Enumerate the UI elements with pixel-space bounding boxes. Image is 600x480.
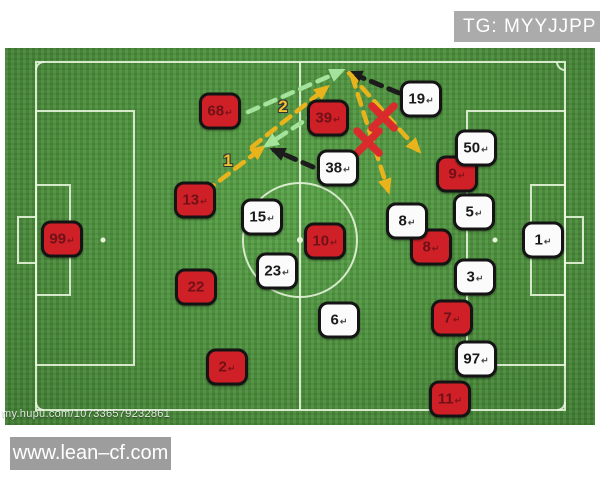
tactic-arrow-yellow xyxy=(202,144,266,195)
player-marker-white-97[interactable]: 97 ↵ xyxy=(455,340,497,378)
player-marker-red-2[interactable]: 2 ↵ xyxy=(206,348,248,386)
return-mark: ↵ xyxy=(407,217,416,228)
player-number: 99 xyxy=(49,230,67,248)
tactic-arrow-yellow xyxy=(249,84,330,150)
player-number: 6 xyxy=(330,311,339,329)
player-number: 10 xyxy=(312,232,330,250)
player-marker-red-8[interactable]: 8 ↵ xyxy=(410,228,452,266)
player-marker-white-19[interactable]: 19 ↵ xyxy=(400,80,442,118)
return-mark: ↵ xyxy=(452,314,461,325)
player-marker-white-38[interactable]: 38 ↵ xyxy=(317,149,359,187)
return-mark: ↵ xyxy=(481,355,489,366)
return-mark: ↵ xyxy=(457,170,466,181)
player-number: 8 xyxy=(422,238,431,256)
x-mark-icon xyxy=(353,127,383,157)
return-mark: ↵ xyxy=(333,114,341,125)
tactic-arrow-yellow xyxy=(346,70,422,154)
player-marker-white-8[interactable]: 8 ↵ xyxy=(386,202,428,240)
player-marker-white-3[interactable]: 3 ↵ xyxy=(454,258,496,296)
player-marker-white-23[interactable]: 23 ↵ xyxy=(256,252,298,290)
player-number: 15 xyxy=(249,208,267,226)
player-number: 38 xyxy=(325,159,343,177)
return-mark: ↵ xyxy=(227,363,236,374)
sequence-label-1: 1 xyxy=(223,151,233,170)
sequence-label-2: 2 xyxy=(278,97,288,116)
player-marker-red-13[interactable]: 13 ↵ xyxy=(174,181,216,219)
tactic-arrow-black xyxy=(346,70,402,96)
player-marker-red-7[interactable]: 7 ↵ xyxy=(431,299,473,337)
player-number: 8 xyxy=(398,212,407,230)
tactic-arrow-green xyxy=(245,68,346,115)
site-url-box: www.lean–cf.com xyxy=(10,437,171,470)
return-mark: ↵ xyxy=(200,196,208,207)
return-mark: ↵ xyxy=(282,267,290,278)
return-mark: ↵ xyxy=(426,95,434,106)
player-number: 22 xyxy=(187,278,205,296)
player-marker-red-99[interactable]: 99 ↵ xyxy=(41,220,83,258)
player-number: 2 xyxy=(218,358,227,376)
return-mark: ↵ xyxy=(339,316,348,327)
x-mark-icon xyxy=(368,102,398,132)
telegram-tag-box: TG: MYYJJPP xyxy=(454,11,600,42)
player-number: 13 xyxy=(182,191,200,209)
pitch-markings xyxy=(17,61,584,411)
tactic-arrow-yellow xyxy=(349,73,392,195)
player-number: 39 xyxy=(315,109,333,127)
tactic-arrow-black xyxy=(269,147,316,170)
return-mark: ↵ xyxy=(343,164,351,175)
player-marker-white-1[interactable]: 1 ↵ xyxy=(522,221,564,259)
player-marker-white-6[interactable]: 6 ↵ xyxy=(318,301,360,339)
player-marker-red-68[interactable]: 68 ↵ xyxy=(199,92,241,130)
telegram-tag-label: TG: MYYJJPP xyxy=(463,16,597,37)
return-mark: ↵ xyxy=(330,237,338,248)
player-number: 50 xyxy=(463,139,481,157)
player-marker-white-15[interactable]: 15 ↵ xyxy=(241,198,283,236)
return-mark: ↵ xyxy=(225,107,233,118)
player-number: 23 xyxy=(264,262,282,280)
player-number: 7 xyxy=(443,309,452,327)
return-mark: ↵ xyxy=(267,213,275,224)
player-number: 97 xyxy=(463,350,481,368)
return-mark: ↵ xyxy=(474,208,483,219)
player-marker-red-11[interactable]: 11 ↵ xyxy=(429,380,471,418)
player-number: 11 xyxy=(437,390,454,408)
player-number: 5 xyxy=(465,203,474,221)
photo-watermark: my.hupu.com/107336579232861 xyxy=(2,408,171,420)
return-mark: ↵ xyxy=(475,273,484,284)
player-number: 68 xyxy=(207,102,225,120)
return-mark: ↵ xyxy=(543,236,552,247)
player-number: 19 xyxy=(408,90,426,108)
player-marker-red-39[interactable]: 39 ↵ xyxy=(307,99,349,137)
return-mark: ↵ xyxy=(431,243,440,254)
player-number: 9 xyxy=(448,165,457,183)
player-number: 3 xyxy=(466,268,475,286)
return-mark: ↵ xyxy=(481,144,489,155)
tactic-arrows-layer xyxy=(202,68,422,195)
return-mark: ↵ xyxy=(67,235,75,246)
player-marker-red-22[interactable]: 22 xyxy=(175,268,217,306)
football-pitch: 68 ↵ 39 ↵ 13 ↵ 99 ↵ 10 ↵ 9 ↵ 8 ↵ 22 7 ↵ 2 ↵ 11 ↵ 19 ↵ 50 ↵ 38 ↵ 15 ↵… xyxy=(5,48,595,425)
site-url-label: www.lean–cf.com xyxy=(12,442,169,464)
return-mark: ↵ xyxy=(454,395,463,406)
player-marker-red-10[interactable]: 10 ↵ xyxy=(304,222,346,260)
player-number: 1 xyxy=(534,231,543,249)
player-marker-white-5[interactable]: 5 ↵ xyxy=(453,193,495,231)
player-marker-white-50[interactable]: 50 ↵ xyxy=(455,129,497,167)
